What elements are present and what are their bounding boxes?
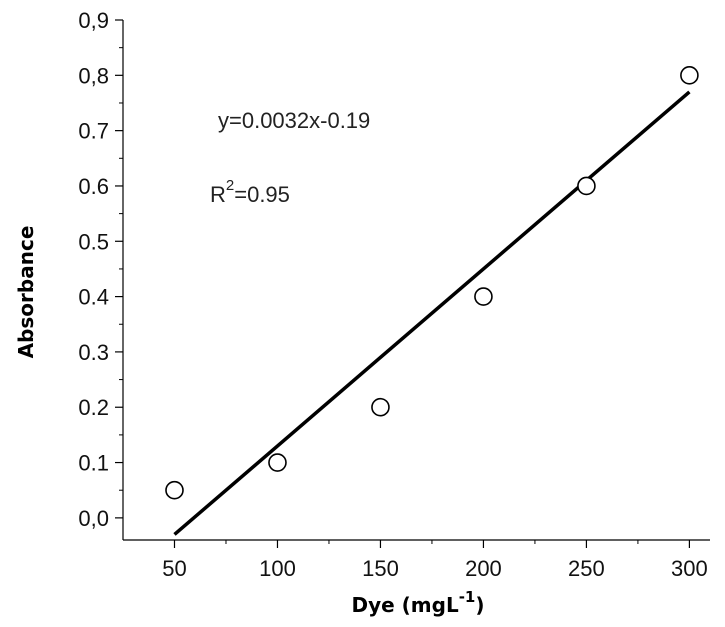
data-point — [577, 176, 596, 196]
y-tick-label: 0.5 — [78, 229, 109, 254]
y-tick-label: 0.4 — [78, 285, 109, 310]
x-axis-title: Dye (mgL-1) — [351, 588, 484, 617]
y-tick-label: 0,9 — [78, 8, 109, 33]
data-point — [268, 453, 287, 472]
y-tick-label: 0,0 — [78, 506, 109, 531]
x-axis-title-main: Dye (mgL — [351, 593, 458, 617]
r-squared-superscript: 2 — [226, 177, 234, 194]
x-tick-label: 250 — [568, 556, 605, 581]
ticks: 0,0 0.1 0.2 0.3 0.4 0.5 0.6 0.7 0,8 0,9 50 100 150 20… — [78, 8, 707, 581]
r-squared-prefix: R — [210, 182, 226, 207]
y-tick-label: 0,8 — [78, 63, 109, 88]
y-tick-label: 0.2 — [78, 395, 109, 420]
data-point — [474, 287, 493, 306]
x-tick-label: 100 — [259, 556, 296, 581]
r-squared-label: R2=0.95 — [210, 177, 290, 207]
y-axis-title: Absorbance — [14, 226, 38, 359]
data-point — [165, 480, 184, 500]
x-axis-title-superscript: -1 — [459, 588, 476, 606]
data-point — [680, 66, 699, 85]
r-squared-value: =0.95 — [234, 182, 290, 207]
x-axis-title-close: ) — [475, 593, 484, 617]
y-tick-label: 0.7 — [78, 119, 109, 144]
y-tick-label: 0.3 — [78, 340, 109, 365]
regression-line — [173, 90, 691, 536]
data-point — [371, 397, 390, 417]
x-tick-label: 50 — [162, 556, 186, 581]
equation-label: y=0.0032x-0.19 — [218, 108, 370, 133]
y-tick-label: 0.1 — [78, 451, 109, 476]
fit-line-group — [173, 90, 691, 536]
x-tick-label: 300 — [671, 556, 708, 581]
x-tick-label: 200 — [465, 556, 502, 581]
data-points — [165, 66, 699, 500]
axes — [122, 20, 710, 541]
x-tick-label: 150 — [362, 556, 399, 581]
y-tick-label: 0.6 — [78, 174, 109, 199]
